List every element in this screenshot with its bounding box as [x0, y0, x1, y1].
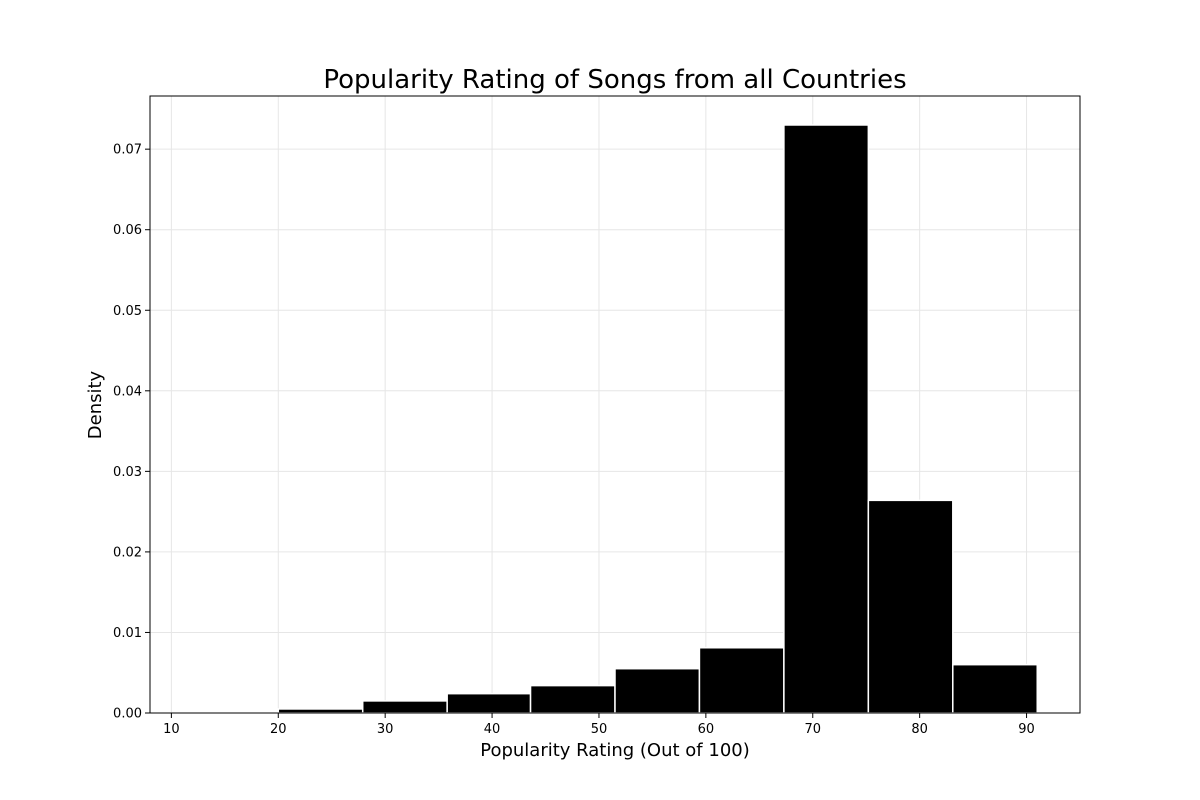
- histogram-bar: [361, 700, 448, 714]
- histogram-bar: [614, 667, 701, 714]
- chart-title: Popularity Rating of Songs from all Coun…: [323, 65, 906, 95]
- x-tick-label: 70: [804, 722, 821, 737]
- x-tick-label: 10: [163, 722, 180, 737]
- histogram-bar: [952, 663, 1038, 714]
- y-axis-ticks: 0.00 0.01 0.02 0.03 0.04 0.05 0.06 0.07: [113, 143, 150, 722]
- x-tick-label: 40: [484, 722, 501, 737]
- histogram-bar: [783, 124, 870, 714]
- y-tick-label: 0.00: [113, 707, 142, 722]
- x-tick-label: 50: [591, 722, 608, 737]
- x-tick-label: 80: [911, 722, 928, 737]
- bars-layer: [277, 124, 1038, 714]
- y-tick-label: 0.06: [113, 223, 142, 238]
- x-tick-label: 20: [270, 722, 287, 737]
- y-tick-label: 0.05: [113, 304, 142, 319]
- y-tick-label: 0.03: [113, 465, 142, 480]
- x-axis-ticks: 10 20 30 40 50 60 70 80 90: [163, 713, 1035, 737]
- x-tick-label: 60: [698, 722, 715, 737]
- x-tick-label: 90: [1018, 722, 1035, 737]
- plot-frame: [149, 95, 1081, 714]
- x-tick-label: 30: [377, 722, 394, 737]
- histogram-bar: [277, 708, 364, 714]
- histogram-bar: [698, 647, 785, 714]
- y-tick-label: 0.07: [113, 143, 142, 158]
- y-tick-label: 0.01: [113, 626, 142, 641]
- histogram-bar: [446, 692, 532, 714]
- y-tick-label: 0.04: [113, 384, 142, 399]
- y-tick-label: 0.02: [113, 545, 142, 560]
- grid-layer: [150, 96, 1080, 714]
- x-axis-label: Popularity Rating (Out of 100): [480, 740, 750, 761]
- histogram-bar: [867, 499, 954, 714]
- y-axis-label: Density: [85, 370, 106, 439]
- histogram-bar: [529, 684, 616, 714]
